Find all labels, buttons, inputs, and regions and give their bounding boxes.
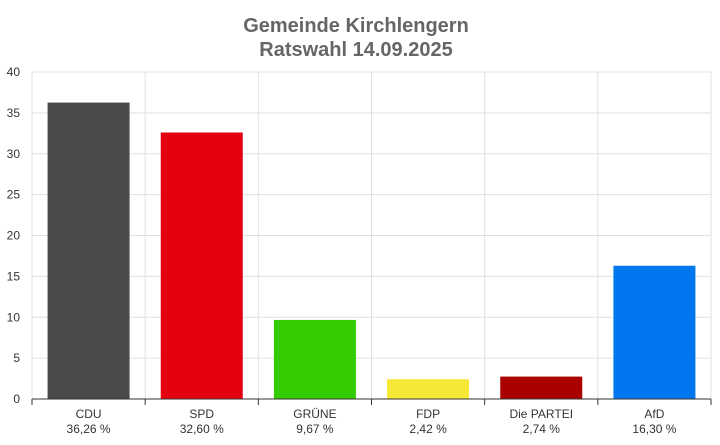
- grid-lines: [31, 71, 712, 400]
- y-tick-label: 35: [7, 106, 21, 120]
- y-tick-label: 15: [7, 269, 21, 283]
- chart-subtitle: Ratswahl 14.09.2025: [259, 39, 452, 61]
- x-value-label: 36,26 %: [67, 422, 111, 436]
- bar-gr-ne: [273, 319, 356, 399]
- x-category-label: GRÜNE: [293, 407, 336, 421]
- y-tick-label: 30: [7, 147, 21, 161]
- y-tick-label: 5: [13, 351, 20, 365]
- chart-title: Gemeinde Kirchlengern: [243, 15, 469, 37]
- x-value-label: 9,67 %: [296, 422, 334, 436]
- bar-cdu: [47, 102, 130, 400]
- y-tick-label: 10: [7, 310, 21, 324]
- x-category-label: Die PARTEI: [509, 407, 573, 421]
- x-value-label: 32,60 %: [180, 422, 224, 436]
- x-value-label: 2,42 %: [409, 422, 447, 436]
- bar-fdp: [387, 379, 470, 399]
- bar-spd: [160, 132, 243, 399]
- x-value-label: 2,74 %: [523, 422, 561, 436]
- bar-afd: [613, 265, 696, 399]
- bars: [47, 102, 696, 400]
- x-category-label: CDU: [76, 407, 102, 421]
- y-tick-label: 0: [13, 392, 20, 406]
- x-category-label: AfD: [644, 407, 664, 421]
- y-tick-label: 25: [7, 188, 21, 202]
- y-tick-label: 20: [7, 229, 21, 243]
- x-value-label: 16,30 %: [632, 422, 676, 436]
- x-category-label: FDP: [416, 407, 440, 421]
- bar-die-partei: [500, 376, 583, 399]
- y-tick-label: 40: [7, 65, 21, 79]
- axes: [31, 398, 712, 405]
- x-category-label: SPD: [189, 407, 214, 421]
